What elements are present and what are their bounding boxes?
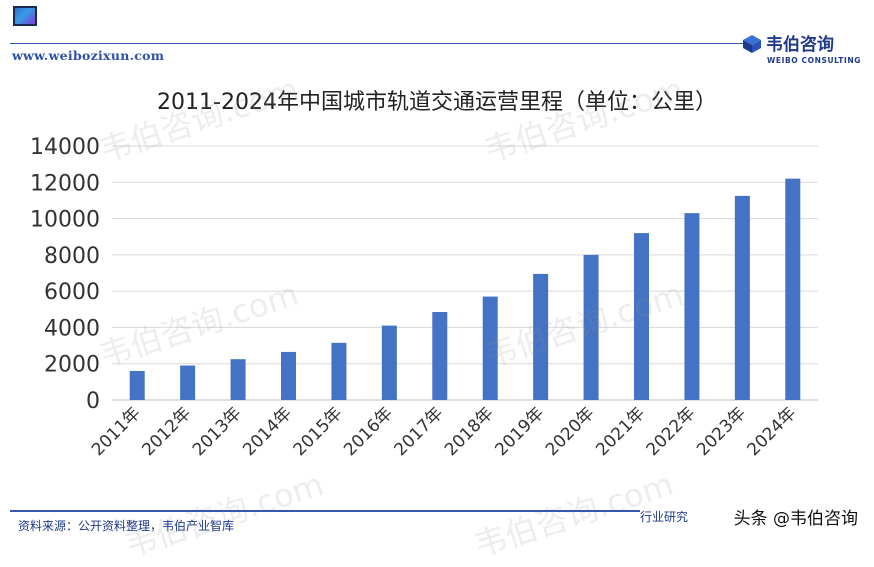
brand-subtitle: WEIBO CONSULTING <box>767 56 862 65</box>
y-tick-label: 4000 <box>44 316 100 341</box>
corner-logo-icon <box>13 6 37 26</box>
brand-name: 韦伯咨询 <box>766 35 834 55</box>
bar <box>331 342 347 400</box>
x-tick-label: 2022年 <box>643 403 700 460</box>
bar <box>533 273 549 400</box>
bar <box>281 351 296 400</box>
x-tick-label: 2018年 <box>441 403 498 460</box>
bar <box>684 213 700 400</box>
chart-title: 2011-2024年中国城市轨道交通运营里程（单位：公里） <box>157 90 717 115</box>
footer-divider <box>10 510 640 512</box>
y-tick-label: 0 <box>86 389 100 414</box>
y-tick-label: 2000 <box>44 353 100 378</box>
y-tick-label: 12000 <box>30 171 100 196</box>
bar <box>129 370 145 400</box>
bar <box>634 233 649 400</box>
bar <box>230 359 246 400</box>
brand-cube-icon <box>743 35 761 53</box>
toutiao-handle: 头条 @韦伯咨询 <box>731 504 860 529</box>
bar <box>432 312 448 400</box>
bar <box>381 325 397 400</box>
x-tick-label: 2024年 <box>744 403 801 460</box>
x-tick-label: 2020年 <box>542 403 599 460</box>
y-tick-label: 14000 <box>30 135 100 160</box>
x-tick-label: 2014年 <box>239 403 296 460</box>
x-tick-label: 2021年 <box>592 403 649 460</box>
x-tick-label: 2015年 <box>290 403 347 460</box>
bar <box>785 178 801 400</box>
y-tick-label: 6000 <box>44 280 100 305</box>
header-divider <box>10 43 745 44</box>
bar <box>734 195 750 400</box>
site-url[interactable]: www.weibozixun.com <box>12 48 165 63</box>
y-tick-label: 8000 <box>44 244 100 269</box>
x-tick-label: 2016年 <box>340 403 397 460</box>
x-tick-label: 2013年 <box>189 403 246 460</box>
bar <box>180 365 196 400</box>
bar-chart: 020004000600080001000012000140002011年201… <box>30 135 818 460</box>
x-tick-label: 2017年 <box>391 403 448 460</box>
footer-right-text: 行业研究 <box>640 510 689 524</box>
bar <box>482 296 498 400</box>
brand-block: 韦伯咨询 WEIBO CONSULTING <box>742 30 862 70</box>
x-tick-label: 2019年 <box>491 403 548 460</box>
x-tick-label: 2023年 <box>693 403 750 460</box>
x-tick-label: 2012年 <box>138 403 195 460</box>
source-note: 资料来源：公开资料整理，韦伯产业智库 <box>18 519 235 533</box>
bar <box>583 254 599 400</box>
y-tick-label: 10000 <box>30 208 100 233</box>
